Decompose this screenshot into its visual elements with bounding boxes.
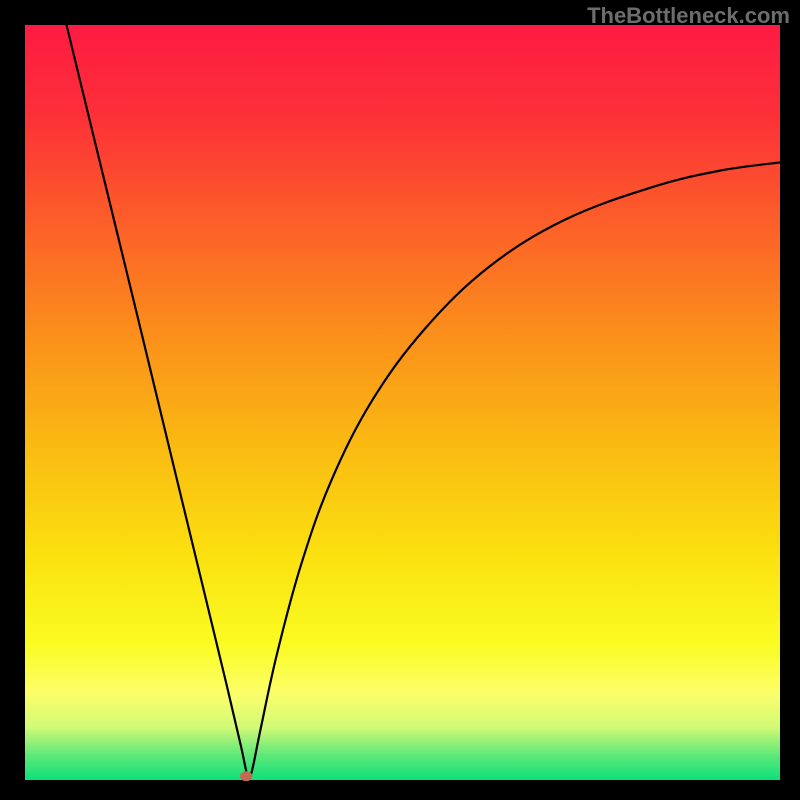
chart-svg bbox=[0, 0, 800, 800]
plot-area bbox=[25, 25, 780, 780]
chart-container: TheBottleneck.com bbox=[0, 0, 800, 800]
minimum-marker bbox=[240, 771, 252, 781]
watermark-text: TheBottleneck.com bbox=[587, 3, 790, 29]
